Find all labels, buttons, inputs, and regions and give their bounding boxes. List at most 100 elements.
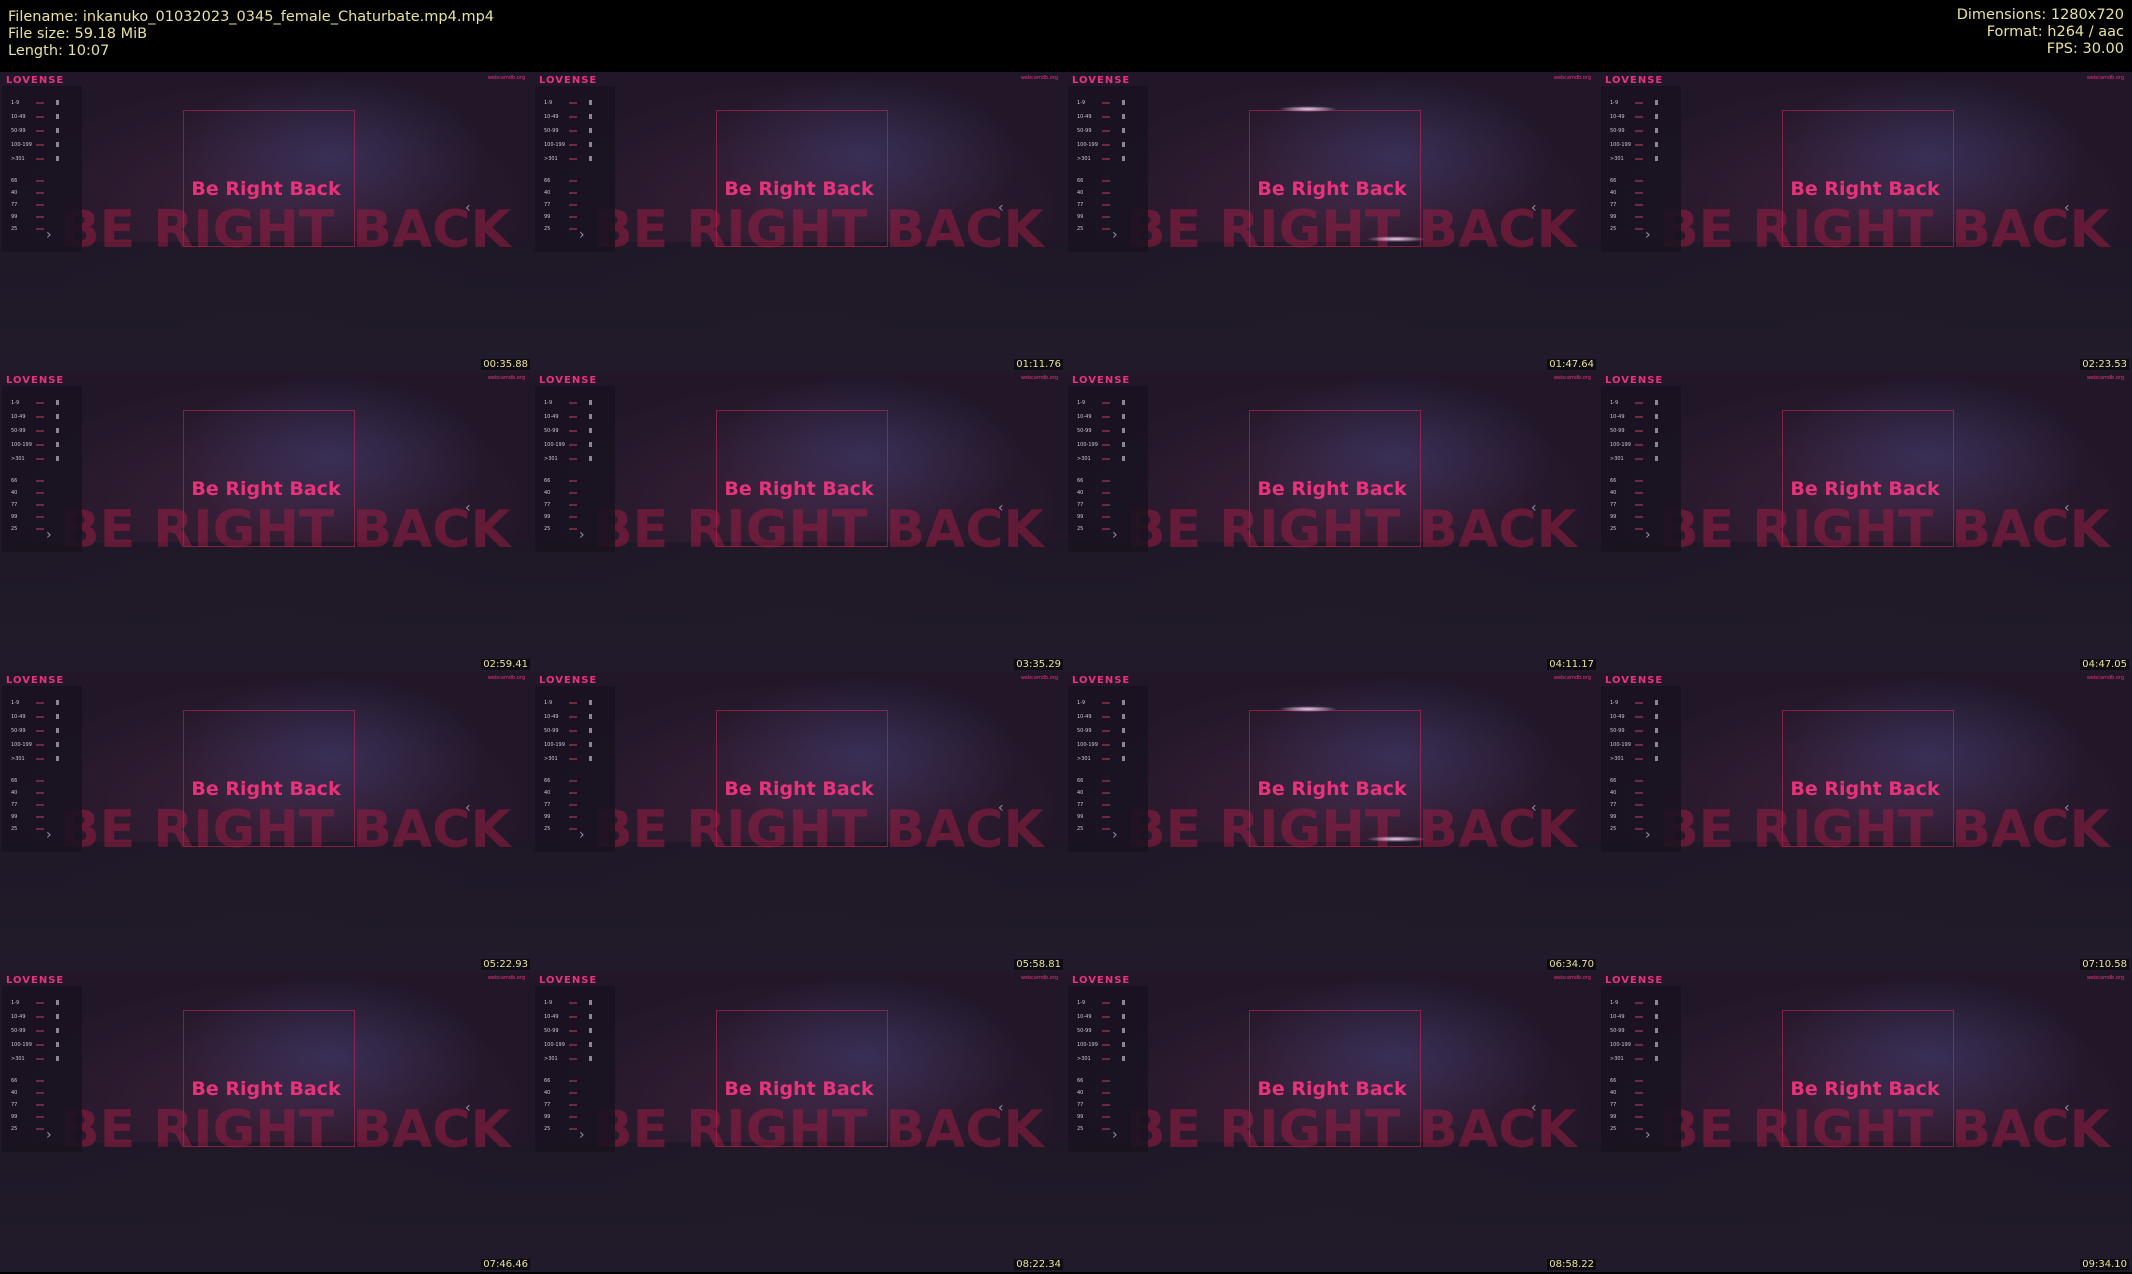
tip-duration-bar	[36, 702, 44, 704]
site-watermark: webcamdb.org	[2086, 375, 2124, 381]
pattern-duration-bar	[36, 1116, 44, 1118]
video-thumbnail[interactable]: LOVENSE webcamdb.org 1-9 10-49 50-99 100-199 >…	[1066, 972, 1599, 1272]
chevron-left-icon: ‹	[465, 200, 471, 216]
site-watermark: webcamdb.org	[487, 675, 525, 681]
video-thumbnail[interactable]: LOVENSE webcamdb.org 1-9 10-49 50-99 100-199 >…	[533, 72, 1066, 372]
brb-title: Be Right Back	[724, 1078, 874, 1100]
site-watermark: webcamdb.org	[1020, 375, 1058, 381]
pattern-duration-bar	[1102, 780, 1110, 782]
vibe-icon	[56, 700, 59, 705]
pattern-level-label: 40	[11, 490, 18, 496]
brb-background-text: BE RIGHT BACK	[593, 1100, 1044, 1160]
thumbnail-grid: LOVENSE webcamdb.org 1-9 10-49 50-99 100-199 >…	[0, 72, 2132, 1272]
vibe-icon	[56, 156, 59, 161]
video-thumbnail[interactable]: LOVENSE webcamdb.org 1-9 10-49 50-99 100-199 >…	[1599, 672, 2132, 972]
tip-level-label: 1-9	[1610, 700, 1619, 706]
tip-level-label: 100-199	[11, 142, 32, 148]
pattern-level-label: 99	[544, 1114, 551, 1120]
brb-background-text: BE RIGHT BACK	[1126, 1100, 1577, 1160]
tip-duration-bar	[36, 116, 44, 118]
pattern-duration-bar	[1635, 1080, 1643, 1082]
pattern-level-label: 99	[544, 214, 551, 220]
pattern-level-label: 40	[1077, 190, 1084, 196]
chevron-left-icon: ‹	[998, 1100, 1004, 1116]
lovense-logo: LOVENSE	[6, 675, 65, 686]
pattern-level-label: 77	[11, 1102, 18, 1108]
pattern-level-label: 99	[11, 514, 18, 520]
vibe-icon	[1655, 1042, 1658, 1047]
video-thumbnail[interactable]: LOVENSE webcamdb.org 1-9 10-49 50-99 100-199 >…	[1599, 972, 2132, 1272]
vibe-icon	[1655, 714, 1658, 719]
chevron-right-icon: ›	[579, 827, 585, 843]
tip-duration-bar	[1635, 144, 1643, 146]
webcam-frame	[1249, 710, 1421, 847]
video-thumbnail[interactable]: LOVENSE webcamdb.org 1-9 10-49 50-99 100-199 >…	[1599, 72, 2132, 372]
vibe-icon	[56, 128, 59, 133]
site-watermark: webcamdb.org	[487, 975, 525, 981]
video-thumbnail[interactable]: LOVENSE webcamdb.org 1-9 10-49 50-99 100-199 >…	[1599, 372, 2132, 672]
video-thumbnail[interactable]: LOVENSE webcamdb.org 1-9 10-49 50-99 100-199 >…	[0, 672, 533, 972]
tip-duration-bar	[569, 730, 577, 732]
tip-duration-bar	[1102, 702, 1110, 704]
tip-duration-bar	[1635, 130, 1643, 132]
webcam-frame	[183, 410, 355, 547]
tip-duration-bar	[1635, 758, 1643, 760]
filename-text: Filename: inkanuko_01032023_0345_female_…	[8, 9, 495, 25]
pattern-duration-bar	[36, 804, 44, 806]
chevron-left-icon: ‹	[2064, 800, 2070, 816]
video-thumbnail[interactable]: LOVENSE webcamdb.org 1-9 10-49 50-99 100-199 >…	[1066, 72, 1599, 372]
tip-level-label: 50-99	[544, 428, 559, 434]
site-watermark: webcamdb.org	[1553, 975, 1591, 981]
video-thumbnail[interactable]: LOVENSE webcamdb.org 1-9 10-49 50-99 100-199 >…	[1066, 372, 1599, 672]
vibe-icon	[1655, 1028, 1658, 1033]
tip-duration-bar	[36, 430, 44, 432]
tip-duration-bar	[569, 416, 577, 418]
video-thumbnail[interactable]: LOVENSE webcamdb.org 1-9 10-49 50-99 100-199 >…	[533, 372, 1066, 672]
chevron-right-icon: ›	[46, 227, 52, 243]
pattern-duration-bar	[569, 828, 577, 830]
tip-duration-bar	[1102, 116, 1110, 118]
tip-duration-bar	[1635, 1058, 1643, 1060]
vibe-icon	[589, 100, 592, 105]
tip-duration-bar	[569, 1058, 577, 1060]
chevron-right-icon: ›	[1645, 227, 1651, 243]
pattern-level-label: 77	[544, 802, 551, 808]
chevron-right-icon: ›	[1112, 1127, 1118, 1143]
chevron-left-icon: ‹	[465, 1100, 471, 1116]
tip-level-label: 10-49	[11, 414, 26, 420]
pattern-level-label: 77	[1610, 1102, 1617, 1108]
chevron-right-icon: ›	[46, 1127, 52, 1143]
video-thumbnail[interactable]: LOVENSE webcamdb.org 1-9 10-49 50-99 100-199 >…	[0, 972, 533, 1272]
brb-background-text: BE RIGHT BACK	[593, 500, 1044, 560]
lovense-logo: LOVENSE	[539, 675, 598, 686]
vibe-icon	[56, 100, 59, 105]
pattern-level-label: 77	[1077, 502, 1084, 508]
pattern-level-label: 66	[1610, 478, 1617, 484]
video-thumbnail[interactable]: LOVENSE webcamdb.org 1-9 10-49 50-99 100-199 >…	[0, 372, 533, 672]
pattern-level-label: 99	[1610, 214, 1617, 220]
vibe-icon	[1655, 1056, 1658, 1061]
vibe-icon	[1122, 100, 1125, 105]
pattern-level-label: 40	[1077, 490, 1084, 496]
vibe-icon	[56, 728, 59, 733]
pattern-level-label: 25	[1610, 526, 1617, 532]
vibe-icon	[589, 1000, 592, 1005]
timestamp: 02:23.53	[2080, 359, 2129, 370]
pattern-duration-bar	[1635, 180, 1643, 182]
video-thumbnail[interactable]: LOVENSE webcamdb.org 1-9 10-49 50-99 100-199 >…	[0, 72, 533, 372]
pattern-duration-bar	[1635, 204, 1643, 206]
pattern-duration-bar	[1102, 504, 1110, 506]
tip-level-label: >301	[1077, 1056, 1091, 1062]
video-thumbnail[interactable]: LOVENSE webcamdb.org 1-9 10-49 50-99 100-199 >…	[533, 672, 1066, 972]
video-thumbnail[interactable]: LOVENSE webcamdb.org 1-9 10-49 50-99 100-199 >…	[533, 972, 1066, 1272]
tip-level-label: 100-199	[544, 1042, 565, 1048]
pattern-level-label: 25	[1610, 226, 1617, 232]
vibe-icon	[1122, 414, 1125, 419]
webcam-frame	[1782, 1010, 1954, 1147]
pattern-level-label: 99	[1077, 814, 1084, 820]
video-thumbnail[interactable]: LOVENSE webcamdb.org 1-9 10-49 50-99 100-199 >…	[1066, 672, 1599, 972]
timestamp: 05:58.81	[1014, 959, 1063, 970]
chevron-right-icon: ›	[1112, 827, 1118, 843]
tip-duration-bar	[569, 1044, 577, 1046]
tip-duration-bar	[1635, 116, 1643, 118]
